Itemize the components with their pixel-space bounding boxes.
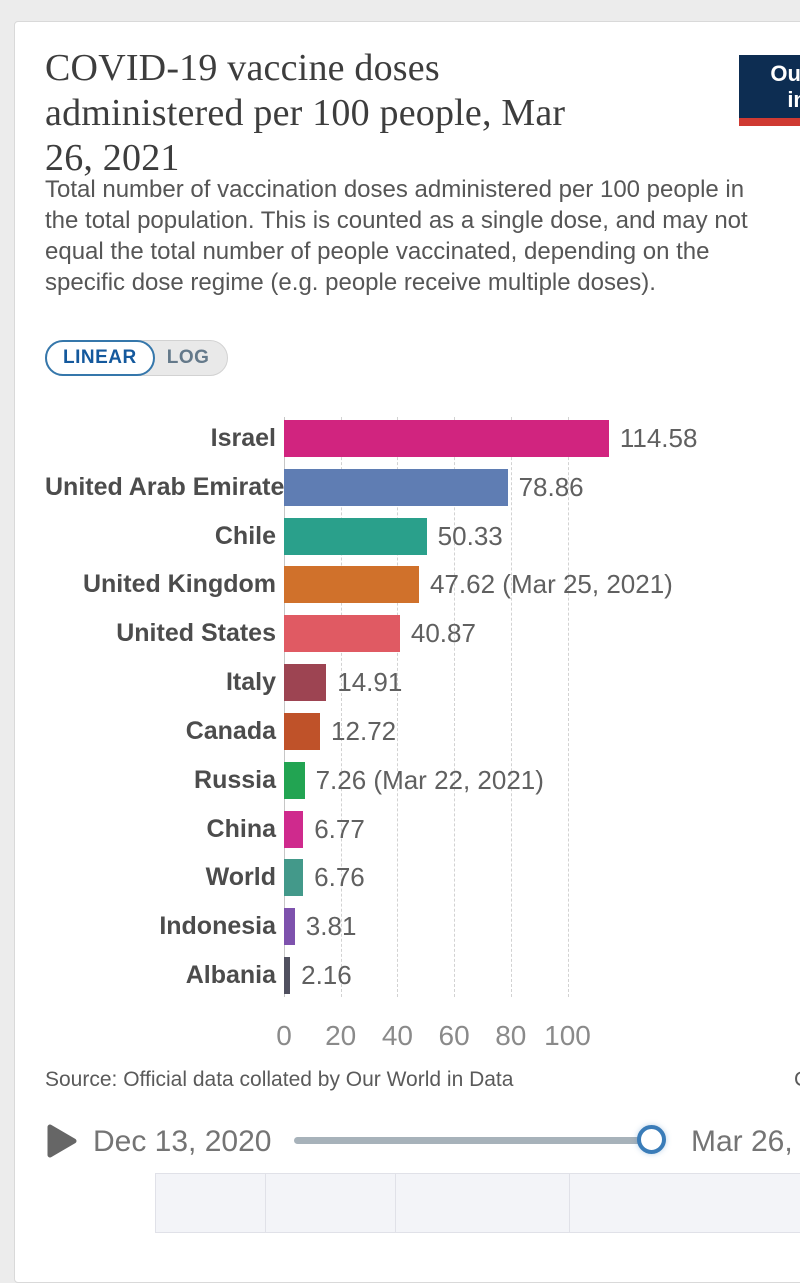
timeline: Dec 13, 2020 Mar 26, 2021 bbox=[15, 1118, 800, 1174]
source-line: Source: Official data collated by Our Wo… bbox=[45, 1068, 514, 1091]
owid-logo-line2: in Data bbox=[787, 87, 800, 112]
bar[interactable] bbox=[284, 419, 609, 457]
chart-title: COVID-19 vaccine doses administered per … bbox=[45, 47, 566, 179]
timeline-handle[interactable] bbox=[637, 1125, 666, 1154]
chart-row-israel: Israel 114.58 bbox=[45, 414, 800, 463]
footer-tab[interactable] bbox=[265, 1173, 396, 1233]
footer-tab[interactable] bbox=[155, 1173, 266, 1233]
bar[interactable] bbox=[284, 566, 419, 604]
bar-value: 12.72 bbox=[331, 715, 397, 746]
bar[interactable] bbox=[284, 664, 327, 702]
bar-label: Albania bbox=[185, 961, 276, 990]
chart-row-italy: Italy 14.91 bbox=[45, 658, 800, 707]
bar-value: 2.16 bbox=[301, 960, 352, 991]
owid-logo-redbar bbox=[739, 118, 800, 126]
x-tick-label: 20 bbox=[325, 1020, 357, 1051]
x-tick-label: 100 bbox=[544, 1020, 591, 1051]
bar[interactable] bbox=[284, 761, 305, 799]
bar-label: Italy bbox=[225, 668, 276, 697]
chart-row-united-kingdom: United Kingdom 47.62 (Mar 25, 2021) bbox=[45, 560, 800, 609]
chart-row-chile: Chile 50.33 bbox=[45, 512, 800, 561]
bar[interactable] bbox=[284, 859, 304, 897]
bar-label: United States bbox=[116, 619, 276, 648]
gridline bbox=[340, 417, 342, 997]
x-tick-label: 60 bbox=[438, 1020, 470, 1051]
gridlines bbox=[45, 414, 800, 1000]
chart-row-indonesia: Indonesia 3.81 bbox=[45, 902, 800, 951]
chart-card: COVID-19 vaccine doses administered per … bbox=[14, 21, 800, 1283]
bar-value: 50.33 bbox=[437, 520, 503, 551]
bar-value: 40.87 bbox=[410, 618, 476, 649]
chart-row-china: China 6.77 bbox=[45, 805, 800, 854]
owid-logo-line1: Our World bbox=[770, 61, 800, 86]
timeline-start-date: Dec 13, 2020 bbox=[93, 1125, 272, 1158]
x-tick-label: 80 bbox=[495, 1020, 527, 1051]
chart-row-world: World 6.76 bbox=[45, 853, 800, 902]
bar[interactable] bbox=[284, 810, 304, 848]
chart-rows: Israel 114.58 United Arab Emirates 78.86 Chi… bbox=[45, 414, 800, 1000]
play-icon[interactable] bbox=[47, 1124, 77, 1158]
bar-value: 114.58 bbox=[619, 422, 698, 453]
bar-label: United Arab Emirates bbox=[45, 472, 299, 501]
gridline bbox=[284, 417, 285, 997]
timeline-track[interactable] bbox=[294, 1137, 650, 1144]
chart-row-albania: Albania 2.16 bbox=[45, 951, 800, 1000]
bar-value: 7.26 (Mar 22, 2021) bbox=[315, 764, 544, 795]
bar-label: Chile bbox=[214, 521, 276, 550]
x-tick-label: 0 bbox=[276, 1020, 292, 1051]
bar[interactable] bbox=[284, 468, 508, 506]
footer-tab[interactable] bbox=[569, 1173, 800, 1233]
log-scale-button[interactable]: LOG bbox=[166, 347, 210, 368]
bar-label: Israel bbox=[210, 423, 276, 452]
x-axis: 0 20 40 60 80 100 bbox=[45, 1020, 800, 1056]
bar-value: 3.81 bbox=[305, 911, 357, 942]
gridline bbox=[567, 417, 569, 997]
chart-row-canada: Canada 12.72 bbox=[45, 707, 800, 756]
footer-tab[interactable] bbox=[395, 1173, 570, 1233]
license-credit[interactable]: CC BY bbox=[794, 1068, 800, 1092]
bar-value: 47.62 (Mar 25, 2021) bbox=[430, 569, 673, 600]
gridline bbox=[397, 417, 399, 997]
chart-subtitle: Total number of vaccination doses admini… bbox=[45, 176, 748, 296]
chart-row-united-arab-emirates: United Arab Emirates 78.86 bbox=[45, 463, 800, 512]
owid-logo[interactable]: Our World in Data bbox=[739, 55, 800, 126]
linear-scale-button[interactable]: LINEAR bbox=[45, 340, 155, 376]
owid-logo-text: Our World in Data bbox=[739, 55, 800, 118]
bar[interactable] bbox=[284, 957, 291, 995]
gridline bbox=[454, 417, 456, 997]
bar-label: Russia bbox=[194, 765, 276, 794]
gridline bbox=[510, 417, 512, 997]
x-tick-label: 40 bbox=[381, 1020, 413, 1051]
bar[interactable] bbox=[284, 908, 295, 946]
bar-value: 6.77 bbox=[314, 813, 365, 844]
bar-label: World bbox=[205, 863, 276, 892]
bar[interactable] bbox=[284, 517, 427, 555]
bar-value: 78.86 bbox=[518, 471, 584, 502]
scale-toggle: LINEAR LOG bbox=[45, 340, 229, 376]
bar-label: Canada bbox=[185, 716, 276, 745]
chart-row-russia: Russia 7.26 (Mar 22, 2021) bbox=[45, 756, 800, 805]
bar-chart: Israel 114.58 United Arab Emirates 78.86 Chi… bbox=[45, 414, 800, 1000]
bar-value: 6.76 bbox=[314, 862, 365, 893]
bar[interactable] bbox=[284, 712, 321, 750]
chart-row-united-states: United States 40.87 bbox=[45, 609, 800, 658]
bar-value: 14.91 bbox=[337, 667, 403, 698]
bar-label: China bbox=[206, 814, 276, 843]
bar-label: Indonesia bbox=[159, 912, 276, 941]
bar[interactable] bbox=[284, 615, 400, 653]
bar-label: United Kingdom bbox=[82, 570, 276, 599]
footer-tabs bbox=[15, 1173, 800, 1233]
timeline-end-date: Mar 26, 2021 bbox=[691, 1125, 800, 1158]
